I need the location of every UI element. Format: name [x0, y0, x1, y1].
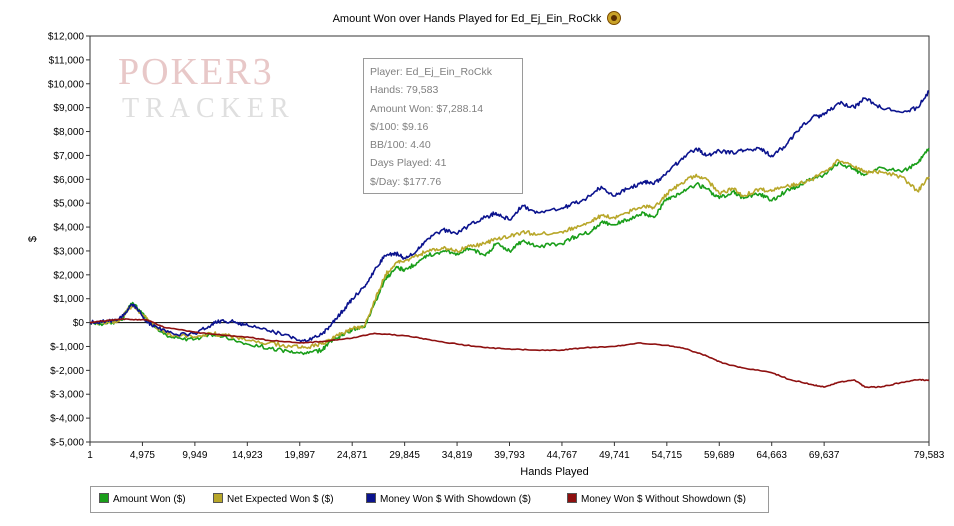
- y-tick-label: $5,000: [53, 199, 84, 210]
- pokertracker-watermark-subtitle: TRACKER: [122, 93, 295, 124]
- pokertracker-watermark: POKER3: [118, 51, 274, 93]
- tooltip-bb100: BB/100: 4.40: [370, 139, 431, 152]
- x-tick-label: 54,715: [652, 450, 683, 461]
- poker-chip-icon: [607, 11, 622, 25]
- legend-label-without-showdown: Money Won $ Without Showdown ($): [581, 494, 746, 505]
- tooltip-amount-won: Amount Won: $7,288.14: [370, 102, 484, 115]
- legend-swatch-net-expected-won: [213, 493, 223, 504]
- x-tick-label: 69,637: [809, 450, 840, 461]
- legend-swatch-amount-won: [99, 493, 109, 504]
- x-tick-label: 14,923: [232, 450, 263, 461]
- y-tick-label: $3,000: [53, 246, 84, 257]
- chart-title: Amount Won over Hands Played for Ed_Ej_E…: [332, 12, 602, 25]
- x-tick-label: 59,689: [704, 450, 735, 461]
- x-tick-label: 4,975: [130, 450, 155, 461]
- y-tick-label: $1,000: [53, 294, 84, 305]
- x-tick-label: 39,793: [494, 450, 525, 461]
- legend-swatch-without-showdown: [567, 493, 577, 504]
- x-tick-label: 79,583: [914, 450, 945, 461]
- y-tick-label: $11,000: [49, 55, 85, 66]
- y-tick-label: $2,000: [53, 270, 84, 281]
- player-stats-tooltip: Player: Ed_Ej_Ein_RoCkk Hands: 79,583 Am…: [363, 58, 523, 194]
- legend-item-amount-won: Amount Won ($): [99, 493, 186, 506]
- tooltip-player: Player: Ed_Ej_Ein_RoCkk: [370, 66, 492, 78]
- y-tick-label: $-1,000: [50, 342, 84, 353]
- x-tick-label: 1: [87, 450, 93, 461]
- tooltip-days-played: Days Played: 41: [370, 157, 447, 170]
- legend-item-net-expected-won: Net Expected Won $ ($): [213, 493, 334, 506]
- x-axis-label: Hands Played: [520, 466, 589, 478]
- y-tick-label: $7,000: [53, 151, 84, 162]
- y-tick-label: $-2,000: [50, 366, 84, 377]
- x-tick-label: 19,897: [284, 450, 315, 461]
- tooltip-per-day: $/Day: $177.76: [370, 175, 442, 188]
- legend-label-with-showdown: Money Won $ With Showdown ($): [380, 494, 531, 505]
- x-tick-label: 24,871: [337, 450, 368, 461]
- chart-title-container: Amount Won over Hands Played for Ed_Ej_E…: [0, 11, 954, 26]
- y-tick-label: $-4,000: [50, 414, 84, 425]
- y-tick-label: $12,000: [48, 32, 85, 43]
- x-tick-label: 49,741: [599, 450, 630, 461]
- without-showdown-line: [90, 318, 930, 389]
- with-showdown-line: [89, 90, 930, 343]
- tooltip-per100: $/100: $9.16: [370, 120, 429, 133]
- x-tick-label: 34,819: [442, 450, 473, 461]
- legend-swatch-with-showdown: [366, 493, 376, 504]
- y-tick-label: $10,000: [48, 79, 85, 90]
- y-tick-label: $8,000: [53, 127, 84, 138]
- x-tick-label: 64,663: [756, 450, 787, 461]
- legend-item-with-showdown: Money Won $ With Showdown ($): [366, 493, 531, 506]
- chart-legend: Amount Won ($) Net Expected Won $ ($) Mo…: [90, 486, 769, 513]
- x-tick-label: 9,949: [182, 450, 207, 461]
- legend-label-amount-won: Amount Won ($): [113, 494, 186, 505]
- legend-item-without-showdown: Money Won $ Without Showdown ($): [567, 493, 746, 506]
- y-tick-label: $9,000: [53, 103, 84, 114]
- tooltip-hands: Hands: 79,583: [370, 84, 439, 97]
- y-tick-label: $0: [73, 318, 85, 329]
- y-tick-label: $-5,000: [50, 438, 84, 449]
- net-expected-won-line: [89, 158, 930, 350]
- y-tick-label: $6,000: [53, 175, 84, 186]
- x-tick-label: 29,845: [389, 450, 420, 461]
- legend-label-net-expected-won: Net Expected Won $ ($): [227, 494, 334, 505]
- y-tick-label: $-3,000: [50, 390, 84, 401]
- x-tick-label: 44,767: [547, 450, 578, 461]
- y-axis-label: $: [27, 236, 39, 242]
- y-tick-label: $4,000: [53, 223, 84, 234]
